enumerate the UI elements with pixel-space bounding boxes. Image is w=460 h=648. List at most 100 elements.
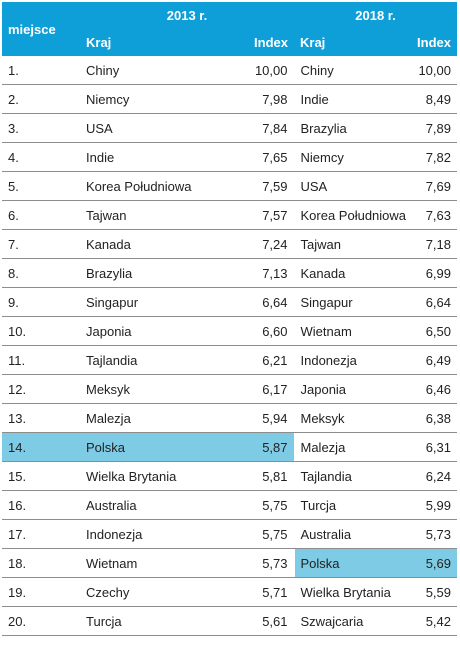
country-2018-cell: Malezja	[294, 432, 410, 462]
index-2018-cell: 6,50	[410, 316, 457, 346]
index-2013-cell: 5,71	[196, 577, 295, 607]
country-2018-cell: Turcja	[294, 490, 410, 520]
rank-cell: 1.	[2, 56, 80, 85]
country-2018-cell: Brazylia	[294, 113, 410, 143]
rank-cell: 14.	[2, 432, 80, 462]
ranking-table-container: miejsce 2013 r. 2018 r. Kraj Index Kraj …	[2, 2, 457, 636]
index-2018-cell: 7,63	[410, 200, 457, 230]
table-body: 1. Chiny 10,00 Chiny 10,00 2. Niemcy 7,98 Indie 8…	[2, 56, 457, 636]
index-2018-cell: 6,49	[410, 345, 457, 375]
ranking-table: miejsce 2013 r. 2018 r. Kraj Index Kraj …	[2, 2, 457, 636]
rank-cell: 15.	[2, 461, 80, 491]
index-2013-cell: 5,87	[196, 432, 295, 462]
country-2013-cell: Malezja	[80, 403, 196, 433]
rank-cell: 10.	[2, 316, 80, 346]
rank-cell: 17.	[2, 519, 80, 549]
index-2013-cell: 7,13	[196, 258, 295, 288]
index-2018-cell: 7,18	[410, 229, 457, 259]
index-2013-cell: 6,17	[196, 374, 295, 404]
index-2018-cell: 10,00	[410, 56, 457, 85]
table-row: 1. Chiny 10,00 Chiny 10,00	[2, 56, 457, 85]
table-header: miejsce 2013 r. 2018 r. Kraj Index Kraj …	[2, 2, 457, 56]
rank-column-header: miejsce	[2, 2, 80, 56]
country-2018-cell: Singapur	[294, 287, 410, 317]
country-2018-cell: Szwajcaria	[294, 606, 410, 636]
rank-cell: 13.	[2, 403, 80, 433]
country-2018-cell: Kanada	[294, 258, 410, 288]
table-row: 2. Niemcy 7,98 Indie 8,49	[2, 84, 457, 114]
index-2013-cell: 5,73	[196, 548, 295, 578]
country-2013-cell: Wietnam	[80, 548, 196, 578]
country-2013-cell: Kanada	[80, 229, 196, 259]
table-row: 17. Indonezja 5,75 Australia 5,73	[2, 519, 457, 549]
rank-cell: 12.	[2, 374, 80, 404]
index-2013-cell: 10,00	[196, 56, 295, 85]
rank-cell: 9.	[2, 287, 80, 317]
rank-cell: 7.	[2, 229, 80, 259]
index-2013-cell: 7,24	[196, 229, 295, 259]
country-2013-cell: Czechy	[80, 577, 196, 607]
country-2013-cell: Brazylia	[80, 258, 196, 288]
country-2013-cell: Chiny	[80, 56, 196, 85]
index-2018-cell: 6,24	[410, 461, 457, 491]
country-2013-cell: Turcja	[80, 606, 196, 636]
country-2013-cell: Tajlandia	[80, 345, 196, 375]
index-2013-cell: 5,81	[196, 461, 295, 491]
index-2013-cell: 5,75	[196, 490, 295, 520]
table-row: 7. Kanada 7,24 Tajwan 7,18	[2, 229, 457, 259]
country-2013-cell: Korea Południowa	[80, 171, 196, 201]
index-2018-cell: 7,89	[410, 113, 457, 143]
country-2018-cell: Australia	[294, 519, 410, 549]
index-2018-cell: 5,73	[410, 519, 457, 549]
index-2018-cell: 5,69	[410, 548, 457, 578]
index-2018-cell: 8,49	[410, 84, 457, 114]
country-2018-cell: Wietnam	[294, 316, 410, 346]
rank-cell: 18.	[2, 548, 80, 578]
index-2013-cell: 7,57	[196, 200, 295, 230]
table-row: 9. Singapur 6,64 Singapur 6,64	[2, 287, 457, 317]
index-2018-cell: 7,69	[410, 171, 457, 201]
table-row: 6. Tajwan 7,57 Korea Południowa 7,63	[2, 200, 457, 230]
country-2018-cell: Japonia	[294, 374, 410, 404]
table-row: 11. Tajlandia 6,21 Indonezja 6,49	[2, 345, 457, 375]
index-2013-cell: 7,98	[196, 84, 295, 114]
index-2013-cell: 5,75	[196, 519, 295, 549]
country-2013-cell: Tajwan	[80, 200, 196, 230]
rank-cell: 16.	[2, 490, 80, 520]
country-2013-cell: Meksyk	[80, 374, 196, 404]
country-2018-cell: Indie	[294, 84, 410, 114]
country-2018-cell: Polska	[294, 548, 410, 578]
country-2013-cell: Singapur	[80, 287, 196, 317]
table-row: 3. USA 7,84 Brazylia 7,89	[2, 113, 457, 143]
index-2013-cell: 7,65	[196, 142, 295, 172]
table-row: 19. Czechy 5,71 Wielka Brytania 5,59	[2, 577, 457, 607]
table-row: 4. Indie 7,65 Niemcy 7,82	[2, 142, 457, 172]
table-row: 12. Meksyk 6,17 Japonia 6,46	[2, 374, 457, 404]
country-2013-cell: Wielka Brytania	[80, 461, 196, 491]
rank-cell: 19.	[2, 577, 80, 607]
table-row: 18. Wietnam 5,73 Polska 5,69	[2, 548, 457, 578]
index-2013-cell: 6,60	[196, 316, 295, 346]
index-2013-header: Index	[196, 29, 294, 56]
index-2018-cell: 5,42	[410, 606, 457, 636]
country-2018-cell: Chiny	[294, 56, 410, 85]
country-2018-cell: Tajwan	[294, 229, 410, 259]
country-2013-cell: Australia	[80, 490, 196, 520]
rank-cell: 3.	[2, 113, 80, 143]
index-2018-cell: 6,46	[410, 374, 457, 404]
table-row: 13. Malezja 5,94 Meksyk 6,38	[2, 403, 457, 433]
table-row: 8. Brazylia 7,13 Kanada 6,99	[2, 258, 457, 288]
table-row: 5. Korea Południowa 7,59 USA 7,69	[2, 171, 457, 201]
index-2018-cell: 7,82	[410, 142, 457, 172]
index-2018-cell: 6,99	[410, 258, 457, 288]
country-2013-cell: USA	[80, 113, 196, 143]
year-2013-header: 2013 r.	[80, 2, 294, 29]
country-2018-cell: USA	[294, 171, 410, 201]
index-2018-cell: 5,99	[410, 490, 457, 520]
country-2018-cell: Korea Południowa	[294, 200, 410, 230]
rank-cell: 20.	[2, 606, 80, 636]
country-2018-cell: Wielka Brytania	[294, 577, 410, 607]
index-2013-cell: 6,64	[196, 287, 295, 317]
index-2013-cell: 6,21	[196, 345, 295, 375]
index-2018-cell: 5,59	[410, 577, 457, 607]
